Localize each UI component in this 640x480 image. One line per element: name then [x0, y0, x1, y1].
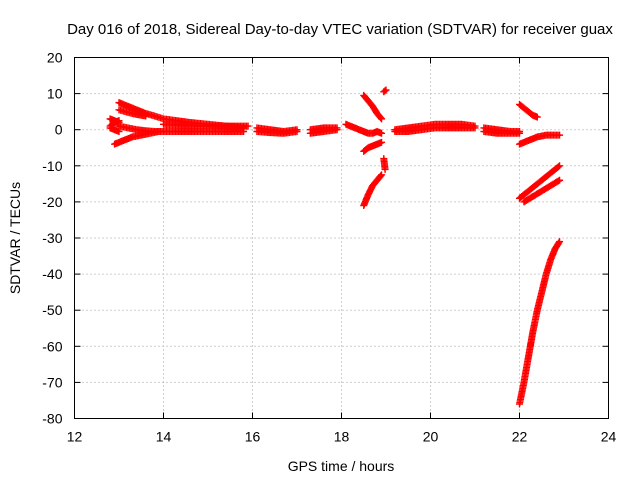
y-tick-label: -40 — [42, 266, 62, 282]
data-point — [155, 128, 163, 136]
data-point — [142, 112, 150, 120]
data-point — [378, 129, 386, 137]
x-tick-label: 16 — [245, 429, 261, 445]
x-tick-label: 14 — [156, 429, 172, 445]
y-tick-label: -20 — [42, 194, 62, 210]
data-point — [333, 126, 341, 134]
data-point — [377, 172, 385, 180]
axis-ticks — [74, 57, 609, 419]
data-point — [556, 162, 564, 170]
x-tick-label: 22 — [512, 429, 528, 445]
data-point — [471, 124, 479, 132]
data-point — [556, 238, 564, 246]
y-tick-labels: 20 10 0 -10 -20 -30 -40 -50 -60 -70 -80 — [42, 50, 62, 427]
x-tick-labels: 12 14 16 18 20 22 24 — [67, 429, 617, 445]
data-point — [378, 138, 386, 146]
y-tick-label: -50 — [42, 302, 62, 318]
y-tick-label: -10 — [42, 158, 62, 174]
data-point — [554, 177, 562, 185]
y-axis-label: SDTVAR / TECUs — [7, 182, 23, 294]
data-point — [244, 122, 252, 130]
data-point — [516, 129, 523, 137]
x-tick-label: 18 — [334, 429, 350, 445]
x-tick-label: 24 — [601, 429, 617, 445]
y-tick-label: -30 — [42, 230, 62, 246]
data-marks — [106, 86, 564, 408]
x-axis-label: GPS time / hours — [288, 458, 395, 474]
y-tick-label: 10 — [47, 86, 63, 102]
y-tick-label: 20 — [47, 50, 63, 66]
data-point — [293, 128, 301, 136]
y-tick-label: 0 — [55, 122, 63, 138]
x-tick-label: 12 — [67, 429, 83, 445]
data-point — [378, 115, 386, 123]
data-point — [555, 239, 563, 247]
data-point — [382, 86, 390, 94]
chart-title: Day 016 of 2018, Sidereal Day-to-day VTE… — [67, 21, 613, 38]
data-point — [556, 131, 564, 139]
x-tick-label: 20 — [423, 429, 439, 445]
y-tick-label: -60 — [42, 338, 62, 354]
y-tick-label: -80 — [42, 411, 62, 427]
data-point — [377, 114, 385, 122]
data-point — [533, 113, 541, 121]
data-point — [556, 176, 564, 184]
y-tick-label: -70 — [42, 374, 62, 390]
data-point — [554, 163, 562, 171]
data-point — [378, 171, 386, 179]
data-point — [381, 87, 389, 95]
data-point — [381, 165, 389, 173]
